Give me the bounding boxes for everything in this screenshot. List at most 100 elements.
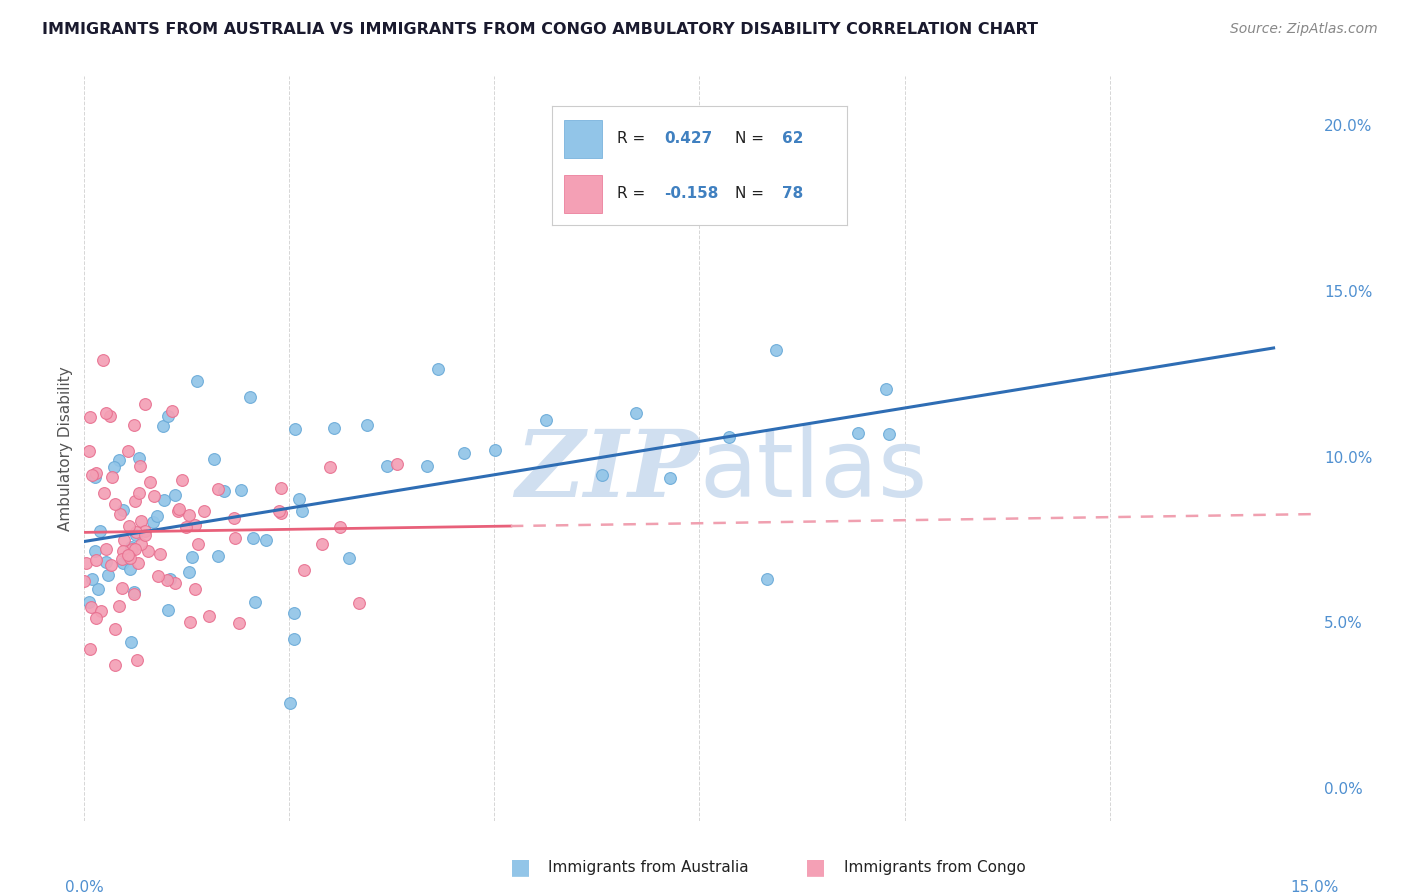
Point [124, 585, 146, 599]
Point [207, 549, 229, 564]
Point [134, 524, 156, 538]
Point [181, 550, 204, 565]
Point [120, 635, 142, 649]
Point [93, 486, 115, 500]
Point [143, 489, 166, 503]
Point [184, 582, 207, 597]
Point [156, 573, 179, 587]
Point [104, 497, 127, 511]
Point [875, 383, 897, 397]
Point [212, 483, 235, 498]
Point [73, 574, 96, 588]
Y-axis label: Ambulatory Disability: Ambulatory Disability [58, 366, 73, 531]
Point [120, 562, 142, 576]
Point [877, 427, 900, 442]
Point [319, 460, 342, 475]
Point [591, 467, 613, 482]
Point [717, 429, 740, 443]
Point [98, 409, 121, 423]
Point [79, 641, 101, 656]
Point [149, 547, 172, 561]
Point [179, 615, 201, 629]
Point [152, 493, 174, 508]
Point [108, 452, 131, 467]
Point [124, 541, 146, 556]
Point [142, 515, 165, 529]
Point [120, 540, 142, 554]
Point [179, 565, 201, 579]
Point [292, 563, 315, 577]
Point [270, 481, 292, 495]
Point [177, 508, 200, 523]
Point [82, 572, 104, 586]
Point [284, 422, 307, 436]
Point [329, 520, 352, 534]
Point [224, 532, 246, 546]
Point [222, 510, 245, 524]
Point [80, 599, 103, 614]
Point [111, 552, 134, 566]
Point [426, 361, 449, 376]
Point [86, 553, 108, 567]
Point [75, 556, 97, 570]
Point [124, 494, 146, 508]
Point [124, 527, 146, 541]
Point [91, 353, 114, 368]
Point [127, 556, 149, 570]
Text: Source: ZipAtlas.com: Source: ZipAtlas.com [1230, 22, 1378, 37]
Point [186, 374, 208, 388]
Point [311, 537, 333, 551]
Text: ZIP: ZIP [515, 425, 700, 516]
Point [187, 537, 209, 551]
Point [77, 595, 100, 609]
Point [245, 595, 267, 609]
Point [136, 543, 159, 558]
Point [104, 658, 127, 673]
Point [117, 548, 139, 562]
Point [152, 419, 174, 434]
Point [77, 444, 100, 458]
Text: atlas: atlas [700, 425, 928, 516]
Point [624, 406, 647, 420]
Point [228, 615, 250, 630]
Point [156, 409, 179, 424]
Point [765, 343, 787, 358]
Point [111, 543, 134, 558]
Point [112, 556, 135, 570]
Point [337, 551, 360, 566]
Point [146, 569, 169, 583]
Point [128, 459, 150, 474]
Point [108, 508, 131, 522]
Point [160, 404, 183, 418]
Point [117, 444, 139, 458]
Point [756, 573, 779, 587]
Point [267, 504, 290, 518]
Point [239, 390, 262, 404]
Point [167, 502, 190, 516]
Point [184, 518, 207, 533]
Point [159, 572, 181, 586]
Point [170, 473, 193, 487]
Point [197, 608, 219, 623]
Point [453, 445, 475, 459]
Point [156, 602, 179, 616]
Point [129, 537, 152, 551]
Point [356, 418, 378, 433]
Point [146, 508, 169, 523]
Point [202, 451, 225, 466]
Point [848, 425, 870, 440]
Point [193, 504, 215, 518]
Point [163, 576, 186, 591]
Point [231, 483, 253, 498]
Point [118, 518, 141, 533]
Point [104, 622, 127, 636]
Text: 15.0%: 15.0% [1291, 880, 1339, 892]
Point [288, 492, 311, 507]
Point [242, 531, 264, 545]
Point [283, 632, 305, 646]
Point [100, 558, 122, 573]
Point [484, 442, 506, 457]
Point [375, 458, 398, 473]
Point [90, 604, 112, 618]
Point [125, 653, 148, 667]
